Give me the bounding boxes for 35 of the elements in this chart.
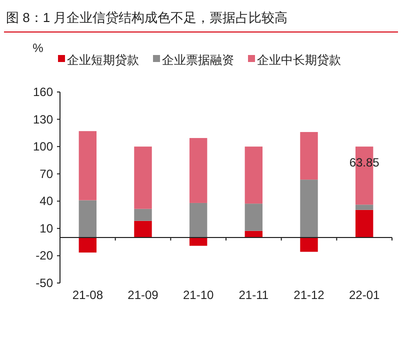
y-axis-title: % (32, 41, 44, 55)
x-tick-label: 21-09 (128, 288, 159, 302)
x-tick-label: 21-08 (72, 288, 104, 302)
chart-title: 图 8：1 月企业信贷结构成色不足，票据占比较高 (6, 10, 288, 25)
bar (355, 204, 374, 210)
y-tick-label: 10 (40, 221, 54, 236)
bar (355, 210, 374, 238)
bar (300, 180, 318, 238)
bar (134, 220, 152, 238)
y-tick-label: 130 (32, 112, 54, 126)
bar (78, 200, 97, 238)
y-tick-label: -20 (36, 248, 54, 263)
bar (78, 131, 97, 200)
legend-label: 企业中长期贷款 (257, 53, 341, 67)
bar (189, 138, 208, 203)
bar (189, 238, 208, 246)
bar (244, 204, 263, 231)
legend-label: 企业票据融资 (162, 53, 234, 67)
bar (189, 202, 208, 238)
bar (78, 238, 97, 253)
legend-label: 企业短期贷款 (67, 53, 139, 67)
bar (244, 146, 263, 204)
y-tick-label: 40 (40, 194, 54, 208)
bar (300, 238, 318, 252)
x-tick-label: 21-12 (294, 288, 325, 302)
bar (300, 132, 318, 180)
bar (134, 146, 152, 209)
x-tick-label: 22-01 (348, 288, 380, 302)
x-tick-label: 21-11 (238, 288, 269, 302)
x-tick-label: 21-10 (182, 288, 214, 302)
y-tick-label: 70 (40, 166, 54, 181)
y-tick-label: 160 (32, 85, 54, 99)
bar (134, 208, 152, 221)
y-tick-label: 100 (32, 140, 54, 154)
y-tick-label: -50 (36, 276, 54, 290)
